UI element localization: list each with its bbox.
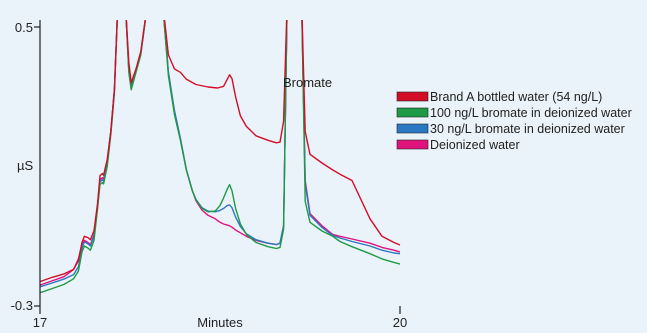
y-axis-label: µS — [17, 158, 33, 173]
legend-swatch-1 — [396, 91, 429, 102]
y-tick-label-min: -0.3 — [11, 298, 33, 313]
legend-label-3: 30 ng/L bromate in deionized water — [430, 122, 625, 136]
legend: Brand A bottled water (54 ng/L) 100 ng/L … — [396, 90, 632, 152]
series-line-1 — [40, 20, 401, 283]
x-tick-label-end: 20 — [393, 315, 407, 330]
y-tick-label-max: 0.5 — [15, 20, 33, 35]
bromate-annotation: Bromate — [283, 75, 332, 90]
legend-swatch-2 — [396, 107, 429, 118]
legend-label-2: 100 ng/L bromate in deionized water — [430, 106, 632, 120]
x-tick-label-start: 17 — [33, 315, 47, 330]
series-line-2 — [40, 20, 401, 294]
legend-label-4: Deionized water — [430, 138, 520, 152]
legend-swatch-4 — [396, 139, 429, 150]
legend-swatch-3 — [396, 123, 429, 134]
x-axis-label: Minutes — [197, 315, 243, 330]
legend-label-1: Brand A bottled water (54 ng/L) — [430, 90, 602, 104]
